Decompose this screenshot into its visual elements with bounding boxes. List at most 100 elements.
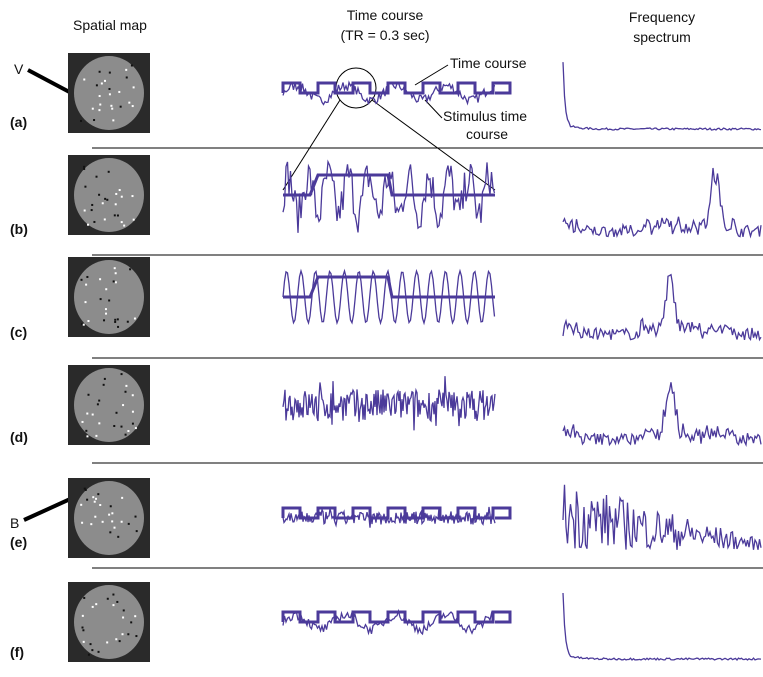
voxel bbox=[104, 218, 106, 220]
voxel bbox=[132, 105, 134, 107]
voxel bbox=[90, 523, 92, 525]
voxel bbox=[83, 166, 85, 168]
voxel bbox=[108, 88, 110, 90]
voxel bbox=[134, 615, 136, 617]
voxel bbox=[81, 421, 83, 423]
row-label: (d) bbox=[10, 429, 28, 445]
annotation: Stimulus time bbox=[443, 108, 527, 124]
voxel bbox=[92, 414, 94, 416]
spectrum bbox=[563, 168, 761, 237]
voxel bbox=[87, 394, 89, 396]
voxel bbox=[135, 516, 137, 518]
voxel bbox=[86, 276, 88, 278]
voxel bbox=[102, 521, 104, 523]
voxel bbox=[91, 209, 93, 211]
voxel bbox=[99, 504, 101, 506]
column-title: Frequency bbox=[629, 9, 695, 25]
voxel bbox=[112, 594, 114, 596]
voxel bbox=[90, 643, 92, 645]
voxel bbox=[82, 615, 84, 617]
column-title: Time course bbox=[347, 7, 424, 23]
voxel bbox=[117, 536, 119, 538]
voxel bbox=[105, 313, 107, 315]
voxel bbox=[91, 204, 93, 206]
arrow-label: B bbox=[10, 515, 19, 531]
voxel bbox=[114, 214, 116, 216]
voxel bbox=[87, 224, 89, 226]
voxel bbox=[109, 531, 111, 533]
voxel bbox=[106, 199, 108, 201]
voxel bbox=[117, 214, 119, 216]
voxel bbox=[91, 649, 93, 651]
voxel bbox=[123, 225, 125, 227]
voxel bbox=[135, 635, 137, 637]
voxel bbox=[98, 422, 100, 424]
time-course bbox=[283, 376, 495, 430]
voxel bbox=[84, 488, 86, 490]
voxel bbox=[115, 272, 117, 274]
spectrum bbox=[563, 62, 761, 130]
voxel bbox=[92, 108, 94, 110]
time-course bbox=[283, 162, 495, 233]
voxel bbox=[114, 267, 116, 269]
voxel bbox=[122, 404, 124, 406]
voxel bbox=[97, 403, 99, 405]
voxel bbox=[83, 597, 85, 599]
voxel bbox=[85, 430, 87, 432]
voxel bbox=[125, 391, 127, 393]
voxel bbox=[136, 530, 138, 532]
voxel bbox=[128, 523, 130, 525]
voxel bbox=[127, 633, 129, 635]
voxel bbox=[107, 598, 109, 600]
voxel bbox=[102, 202, 104, 204]
voxel bbox=[98, 194, 100, 196]
voxel bbox=[84, 186, 86, 188]
voxel bbox=[125, 69, 127, 71]
voxel bbox=[83, 641, 85, 643]
voxel bbox=[96, 84, 98, 86]
voxel bbox=[101, 82, 103, 84]
voxel bbox=[134, 318, 136, 320]
voxel bbox=[115, 193, 117, 195]
annotation: Time course bbox=[450, 55, 527, 71]
voxel bbox=[80, 120, 82, 122]
voxel bbox=[99, 95, 101, 97]
arrow-label: V bbox=[14, 61, 24, 77]
row-label: (c) bbox=[10, 324, 27, 340]
voxel bbox=[105, 288, 107, 290]
brain bbox=[74, 585, 144, 659]
voxel bbox=[109, 72, 111, 74]
voxel bbox=[96, 176, 98, 178]
voxel bbox=[95, 603, 97, 605]
voxel bbox=[114, 319, 116, 321]
voxel bbox=[99, 278, 101, 280]
row-label: (a) bbox=[10, 114, 27, 130]
voxel bbox=[111, 520, 113, 522]
column-title: spectrum bbox=[633, 29, 691, 45]
voxel bbox=[131, 65, 133, 67]
voxel bbox=[135, 427, 137, 429]
voxel bbox=[81, 627, 83, 629]
voxel bbox=[121, 497, 123, 499]
voxel bbox=[132, 394, 134, 396]
row-label: (e) bbox=[10, 534, 27, 550]
voxel bbox=[92, 496, 94, 498]
voxel bbox=[122, 616, 124, 618]
voxel bbox=[94, 516, 96, 518]
stimulus-course bbox=[283, 83, 510, 93]
voxel bbox=[110, 505, 112, 507]
voxel bbox=[117, 326, 119, 328]
voxel bbox=[128, 102, 130, 104]
voxel bbox=[121, 521, 123, 523]
voxel bbox=[103, 319, 105, 321]
stimulus-course bbox=[283, 612, 510, 622]
voxel bbox=[84, 210, 86, 212]
voxel bbox=[95, 435, 97, 437]
voxel bbox=[112, 604, 114, 606]
voxel bbox=[83, 168, 85, 170]
voxel bbox=[133, 219, 135, 221]
spectrum bbox=[563, 382, 761, 444]
brain bbox=[74, 56, 144, 130]
voxel bbox=[93, 221, 95, 223]
voxel bbox=[106, 641, 108, 643]
